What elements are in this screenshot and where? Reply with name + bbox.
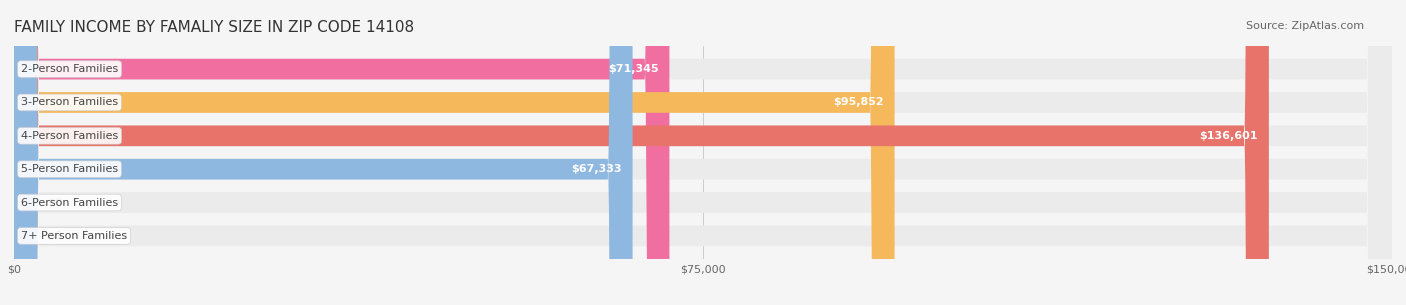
Text: 2-Person Families: 2-Person Families xyxy=(21,64,118,74)
Text: 5-Person Families: 5-Person Families xyxy=(21,164,118,174)
Text: $67,333: $67,333 xyxy=(571,164,621,174)
FancyBboxPatch shape xyxy=(14,0,1392,305)
Text: $71,345: $71,345 xyxy=(607,64,658,74)
Text: 6-Person Families: 6-Person Families xyxy=(21,198,118,207)
FancyBboxPatch shape xyxy=(14,0,1392,305)
FancyBboxPatch shape xyxy=(14,0,633,305)
FancyBboxPatch shape xyxy=(14,0,1392,305)
FancyBboxPatch shape xyxy=(14,0,669,305)
FancyBboxPatch shape xyxy=(14,0,1392,305)
Text: 4-Person Families: 4-Person Families xyxy=(21,131,118,141)
Text: FAMILY INCOME BY FAMALIY SIZE IN ZIP CODE 14108: FAMILY INCOME BY FAMALIY SIZE IN ZIP COD… xyxy=(14,20,415,35)
Text: $95,852: $95,852 xyxy=(832,98,883,107)
Text: Source: ZipAtlas.com: Source: ZipAtlas.com xyxy=(1246,21,1364,31)
FancyBboxPatch shape xyxy=(14,0,1268,305)
Text: $0: $0 xyxy=(48,198,62,207)
Text: $0: $0 xyxy=(48,231,62,241)
Text: $136,601: $136,601 xyxy=(1199,131,1258,141)
FancyBboxPatch shape xyxy=(14,0,894,305)
FancyBboxPatch shape xyxy=(14,0,1392,305)
Text: 7+ Person Families: 7+ Person Families xyxy=(21,231,127,241)
FancyBboxPatch shape xyxy=(14,0,1392,305)
Text: 3-Person Families: 3-Person Families xyxy=(21,98,118,107)
